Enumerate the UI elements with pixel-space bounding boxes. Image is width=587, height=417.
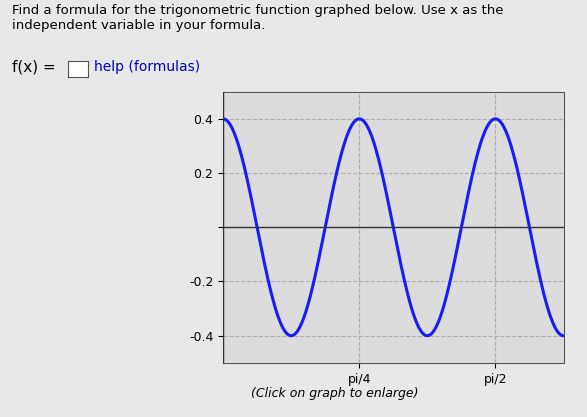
Text: Find a formula for the trigonometric function graphed below. Use x as the indepe: Find a formula for the trigonometric fun… <box>12 4 503 32</box>
Text: f(x) =: f(x) = <box>12 59 56 74</box>
Text: (Click on graph to enlarge): (Click on graph to enlarge) <box>251 387 419 400</box>
Text: help (formulas): help (formulas) <box>94 60 200 74</box>
